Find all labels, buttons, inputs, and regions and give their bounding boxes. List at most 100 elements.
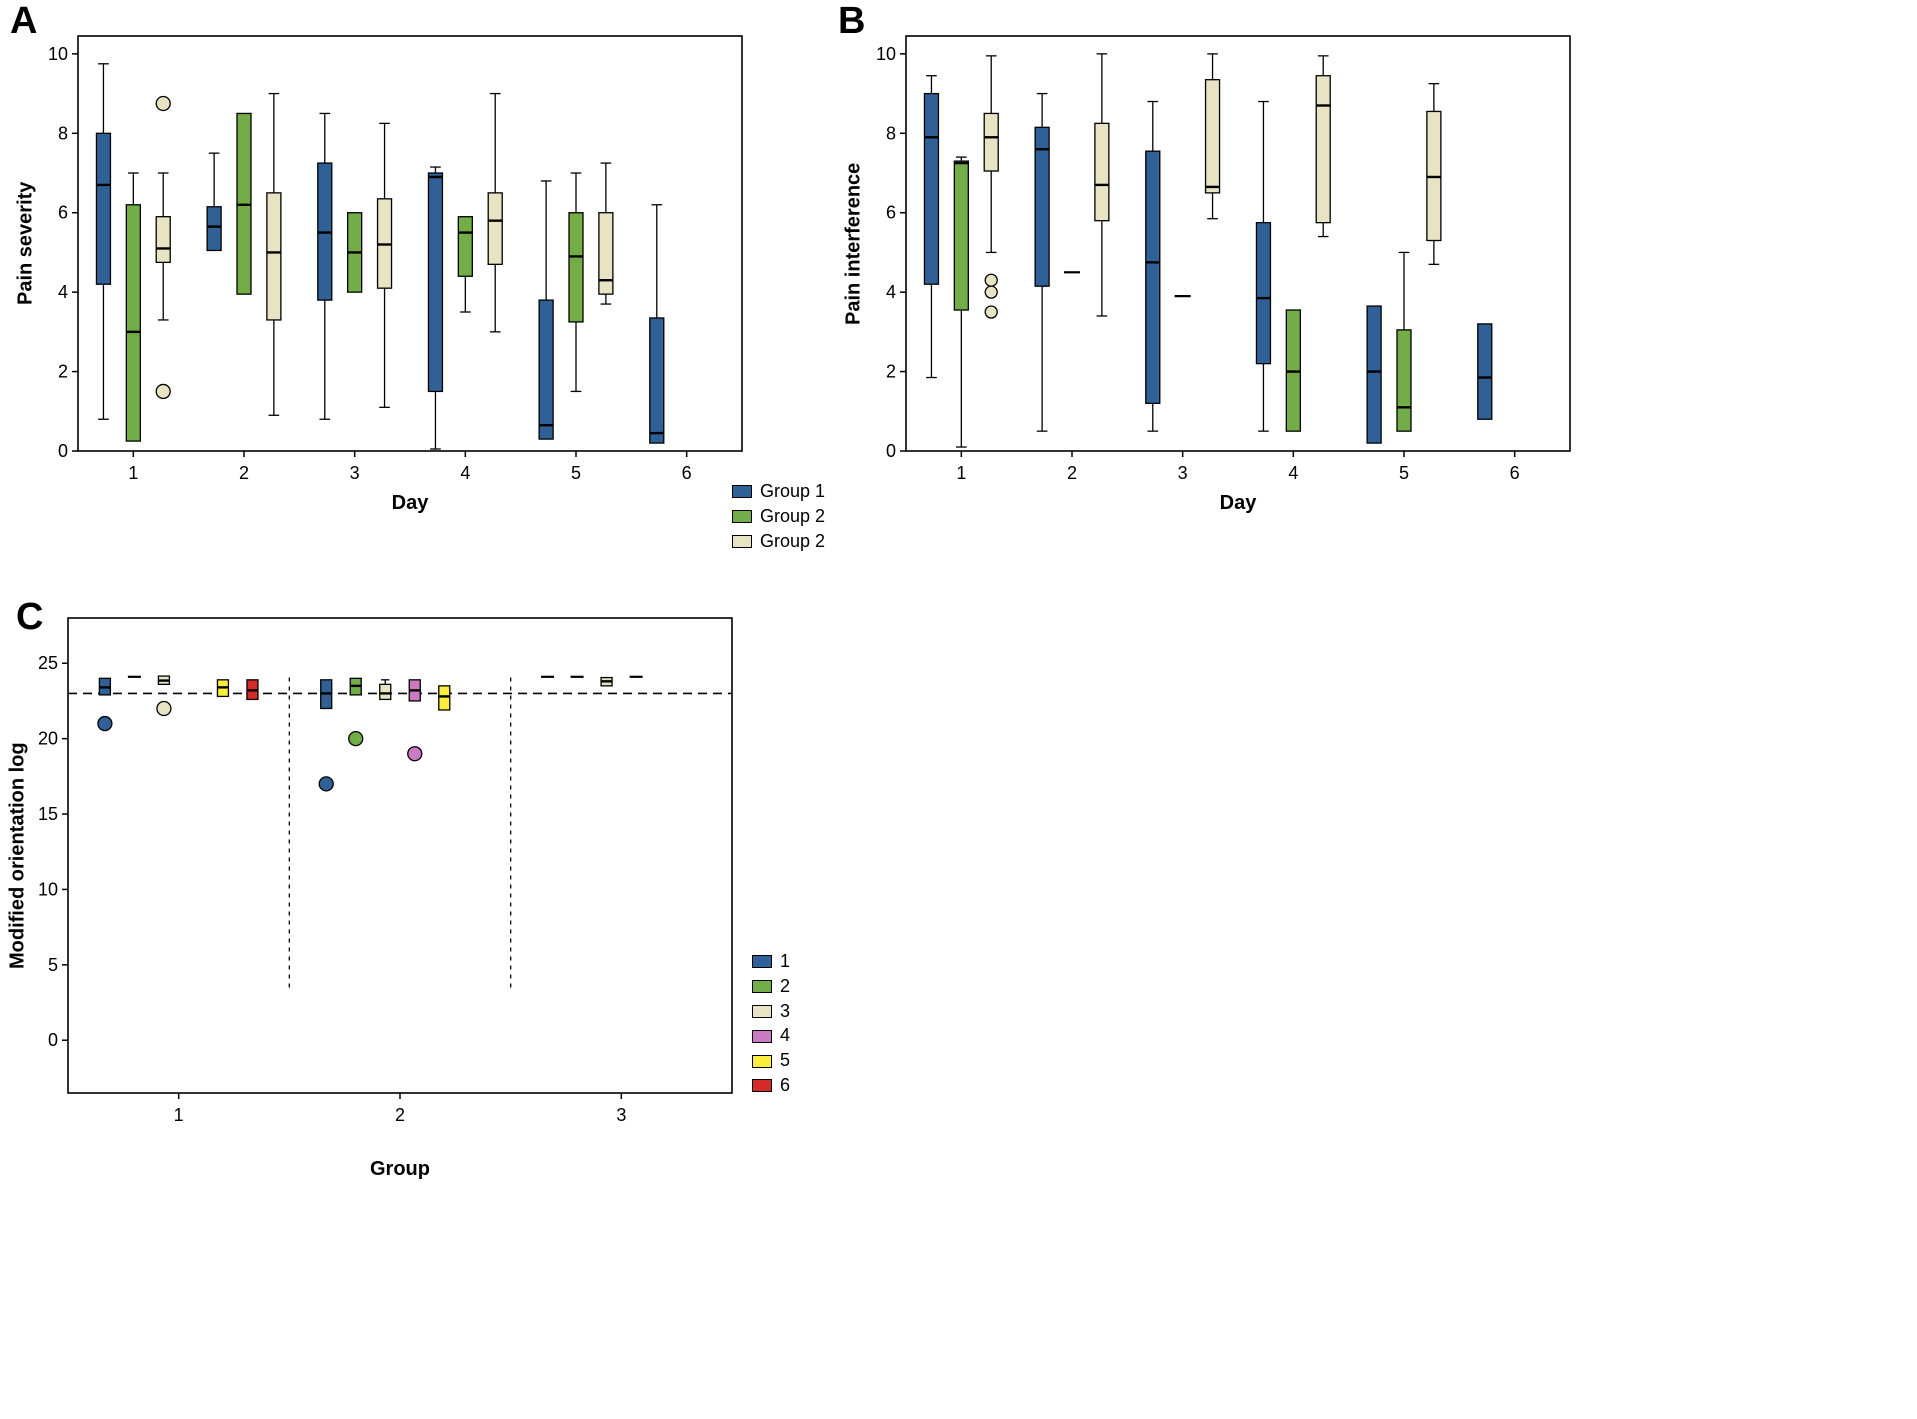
box — [1315, 75, 1331, 224]
legend-swatch-icon — [752, 980, 772, 994]
y-tick-label: 2 — [886, 362, 896, 382]
x-tick-label: 5 — [1399, 463, 1409, 483]
y-tick-label: 0 — [886, 441, 896, 461]
outlier-point — [155, 383, 171, 400]
legend-swatch-icon — [752, 1004, 772, 1018]
box — [155, 216, 171, 264]
y-tick-label: 6 — [886, 203, 896, 223]
x-tick-label: 6 — [1510, 463, 1520, 483]
legend-label: Group 1 — [760, 481, 826, 501]
y-tick-label: 5 — [48, 955, 58, 975]
legend-item: Group 2 — [732, 506, 825, 527]
legend-item: 6 — [752, 1075, 790, 1096]
legend-label: 3 — [780, 1000, 791, 1021]
box — [487, 192, 503, 265]
outlier-point — [97, 715, 113, 732]
x-tick-label: 2 — [395, 1105, 405, 1125]
box — [598, 212, 614, 295]
x-tick-label: 5 — [571, 463, 581, 483]
series-4 — [407, 675, 643, 762]
box — [649, 317, 665, 444]
legend-item: Group 1 — [732, 481, 826, 502]
y-tick-label: 2 — [58, 362, 68, 382]
subject-legend: 1 2 3 4 5 6 — [752, 951, 791, 1096]
outlier-point — [318, 776, 334, 792]
legend-swatch-icon — [732, 534, 752, 548]
y-tick-label: 20 — [38, 729, 58, 749]
legend-label: 2 — [780, 975, 791, 996]
box — [1145, 150, 1161, 404]
x-tick-label: 1 — [128, 463, 138, 483]
x-tick-label: 3 — [1178, 463, 1188, 483]
outlier-point — [984, 273, 998, 287]
y-tick-label: 10 — [38, 879, 58, 899]
legend-item: 1 — [752, 951, 791, 972]
box — [1034, 126, 1050, 287]
panel-a-label: A — [10, 0, 38, 42]
legend-label: Group 2 — [760, 530, 826, 551]
x-tick-label: 2 — [1067, 463, 1077, 483]
series-1 — [97, 675, 555, 792]
y-tick-label: 10 — [876, 44, 896, 64]
box — [983, 112, 999, 172]
y-tick-label: 8 — [886, 123, 896, 143]
box — [206, 206, 222, 252]
legend-item: 2 — [752, 975, 791, 997]
box — [953, 160, 969, 311]
x-tick-label: 4 — [460, 463, 470, 483]
series-group-3 — [155, 92, 614, 416]
x-tick-label: 1 — [174, 1105, 184, 1125]
box — [1255, 222, 1272, 365]
box — [923, 92, 940, 285]
series-group-3 — [983, 53, 1442, 319]
group-legend: Group 1 Group 2 Group 2 — [732, 481, 826, 551]
outlier-point — [984, 285, 998, 299]
panel-a-x-axis-title: Day — [391, 492, 429, 514]
legend-swatch-icon — [732, 510, 752, 524]
legend-swatch-icon — [752, 1029, 772, 1043]
y-tick-label: 0 — [48, 1030, 58, 1050]
legend-item: 4 — [752, 1026, 790, 1046]
legend-item: 3 — [752, 1000, 791, 1022]
panel-b-x-axis-title: Day — [1219, 492, 1257, 514]
outlier-point — [407, 746, 423, 762]
box — [538, 299, 554, 440]
series-6 — [246, 679, 259, 701]
legend-label: 5 — [780, 1050, 791, 1071]
y-tick-label: 15 — [38, 804, 58, 824]
series-3 — [156, 675, 613, 717]
legend-swatch-icon — [752, 1054, 772, 1068]
outlier-point — [155, 95, 171, 112]
legend-item: 5 — [752, 1050, 791, 1071]
series-group-2 — [953, 156, 1412, 448]
box — [1366, 305, 1382, 444]
x-tick-label: 2 — [239, 463, 249, 483]
box — [266, 192, 282, 321]
outlier-point — [348, 730, 364, 747]
panel-b-label: B — [838, 0, 866, 42]
y-tick-label: 0 — [58, 441, 68, 461]
outlier-point — [984, 305, 998, 319]
x-tick-label: 3 — [350, 463, 360, 483]
y-tick-label: 25 — [38, 653, 58, 673]
y-tick-label: 8 — [58, 123, 68, 143]
series-group-1 — [923, 75, 1493, 444]
box — [457, 216, 473, 277]
box — [95, 132, 112, 285]
panel-c-label: C — [16, 596, 44, 638]
legend-swatch-icon — [752, 1079, 772, 1093]
x-tick-label: 4 — [1288, 463, 1298, 483]
plot-frame — [905, 35, 1571, 452]
box — [1396, 329, 1412, 432]
legend-swatch-icon — [732, 485, 752, 499]
box — [1204, 79, 1221, 194]
x-tick-label: 1 — [956, 463, 966, 483]
plot-frame — [77, 35, 743, 452]
box — [568, 212, 584, 323]
legend-swatch-icon — [752, 955, 772, 969]
panel-c-x-axis-title: Group — [370, 1158, 430, 1180]
legend-label: 1 — [780, 951, 791, 971]
box — [1477, 323, 1493, 420]
